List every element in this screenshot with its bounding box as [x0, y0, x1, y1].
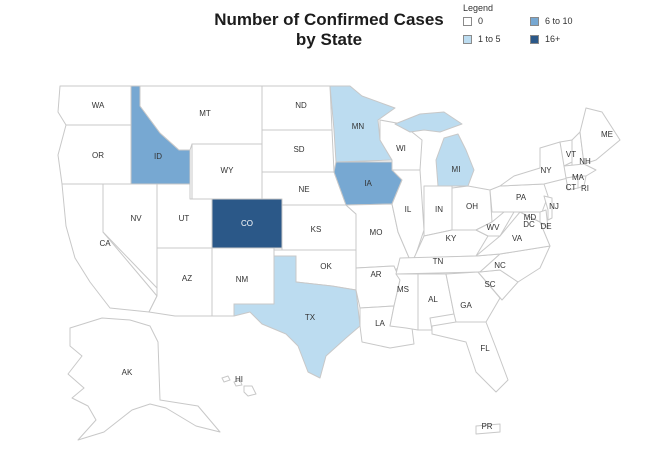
label-PA: PA: [516, 193, 527, 202]
label-IA: IA: [364, 179, 372, 188]
map-title: Number of Confirmed Cases by State: [200, 10, 458, 50]
state-RI[interactable]: [577, 175, 587, 189]
label-OH: OH: [466, 202, 478, 211]
legend-label-1-to-5: 1 to 5: [478, 34, 501, 44]
territory-PR[interactable]: [475, 423, 501, 435]
label-WA: WA: [92, 101, 105, 110]
label-FL: FL: [480, 344, 490, 353]
label-NY: NY: [540, 166, 552, 175]
state-MI-upper[interactable]: [394, 111, 463, 133]
legend-label-6-to-10: 6 to 10: [545, 16, 573, 26]
label-TN: TN: [433, 257, 444, 266]
label-WY: WY: [221, 166, 235, 175]
label-SC: SC: [484, 280, 495, 289]
legend-swatch-1-to-5: [463, 34, 472, 44]
state-TX[interactable]: [233, 255, 361, 379]
state-MI[interactable]: [435, 133, 475, 187]
label-AL: AL: [428, 295, 438, 304]
title-line-2: by State: [295, 30, 363, 49]
state-ME[interactable]: [579, 107, 621, 165]
label-DE: DE: [540, 222, 551, 231]
label-ME: ME: [601, 130, 613, 139]
label-IN: IN: [435, 205, 443, 214]
label-DC: DC: [523, 220, 535, 229]
legend-title: Legend: [463, 3, 494, 13]
label-KS: KS: [311, 225, 322, 234]
state-MA[interactable]: [563, 163, 597, 179]
legend-item-0: 0: [463, 16, 483, 26]
label-WV: WV: [487, 223, 501, 232]
label-ND: ND: [295, 101, 307, 110]
label-AK: AK: [122, 368, 133, 377]
label-AR: AR: [370, 270, 381, 279]
label-NM: NM: [236, 275, 249, 284]
label-GA: GA: [460, 301, 472, 310]
label-CO: CO: [241, 219, 253, 228]
legend-swatch-16-plus: [530, 34, 539, 44]
state-MD[interactable]: [503, 211, 543, 223]
label-NC: NC: [494, 261, 506, 270]
label-RI: RI: [581, 184, 589, 193]
label-PR: PR: [481, 422, 492, 431]
state-MN[interactable]: [329, 85, 396, 163]
legend-item-1-to-5: 1 to 5: [463, 34, 501, 44]
legend-item-6-to-10: 6 to 10: [530, 16, 573, 26]
label-IL: IL: [405, 205, 412, 214]
legend-label-16-plus: 16+: [545, 34, 561, 44]
state-AK[interactable]: [67, 317, 221, 441]
label-MA: MA: [572, 173, 585, 182]
state-DE[interactable]: [539, 209, 549, 229]
label-NV: NV: [130, 214, 142, 223]
state-NY[interactable]: [499, 141, 569, 187]
label-LA: LA: [375, 319, 385, 328]
label-OR: OR: [92, 151, 104, 160]
state-AZ[interactable]: [148, 247, 213, 317]
title-line-1: Number of Confirmed Cases: [214, 10, 444, 29]
legend: Legend 0 1 to 5 6 to 10 16+: [462, 3, 652, 49]
label-HI: HI: [235, 375, 243, 384]
legend-swatch-6-to-10: [530, 16, 539, 26]
label-MI: MI: [452, 165, 461, 174]
label-OK: OK: [320, 262, 332, 271]
legend-item-16-plus: 16+: [530, 34, 560, 44]
label-UT: UT: [179, 214, 190, 223]
legend-swatch-0: [463, 16, 472, 26]
label-VA: VA: [512, 234, 523, 243]
state-HI[interactable]: [221, 375, 257, 397]
state-NJ[interactable]: [543, 195, 553, 221]
label-KY: KY: [446, 234, 457, 243]
label-MT: MT: [199, 109, 211, 118]
legend-label-0: 0: [478, 16, 484, 26]
label-CT: CT: [566, 183, 577, 192]
state-FL[interactable]: [431, 321, 509, 393]
label-NJ: NJ: [549, 202, 559, 211]
label-VT: VT: [566, 150, 576, 159]
label-SD: SD: [293, 145, 304, 154]
label-MS: MS: [397, 285, 409, 294]
label-WI: WI: [396, 144, 406, 153]
label-TX: TX: [305, 313, 316, 322]
label-NE: NE: [298, 185, 309, 194]
label-MN: MN: [352, 122, 365, 131]
label-ID: ID: [154, 152, 162, 161]
label-MO: MO: [370, 228, 383, 237]
label-MD: MD: [524, 213, 537, 222]
label-AZ: AZ: [182, 274, 192, 283]
label-NH: NH: [579, 157, 591, 166]
label-CA: CA: [99, 239, 111, 248]
